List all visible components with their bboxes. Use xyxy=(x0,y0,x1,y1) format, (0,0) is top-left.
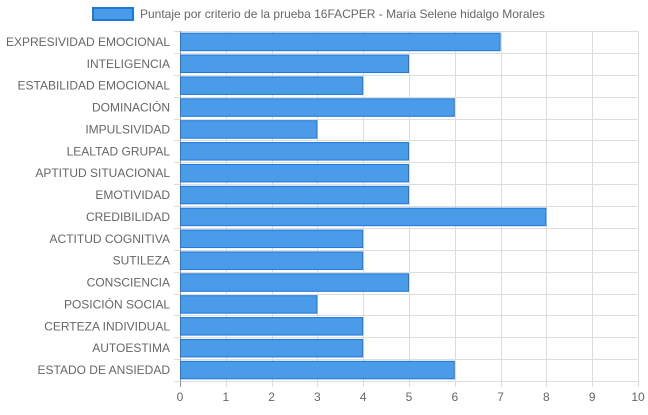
legend[interactable]: Puntaje por criterio de la prueba 16FACP… xyxy=(92,7,545,21)
x-tick-label: 8 xyxy=(543,390,550,404)
bar[interactable] xyxy=(180,54,409,74)
x-tick-label: 10 xyxy=(631,390,645,404)
bar[interactable] xyxy=(180,98,455,117)
x-tick-label: 9 xyxy=(589,390,596,404)
x-tick-label: 3 xyxy=(314,390,321,404)
x-tick-label: 6 xyxy=(451,390,458,404)
category-label: EMOTIVIDAD xyxy=(95,188,170,202)
category-label: IMPULSIVIDAD xyxy=(85,122,170,136)
category-label: CONSCIENCIA xyxy=(87,276,170,290)
bar[interactable] xyxy=(180,142,409,161)
bar[interactable] xyxy=(180,295,318,314)
category-label: INTELIGENCIA xyxy=(87,57,170,71)
bar[interactable] xyxy=(180,273,409,292)
category-label: SUTILEZA xyxy=(113,254,170,268)
category-label: POSICIÓN SOCIAL xyxy=(64,296,170,311)
bar[interactable] xyxy=(180,360,455,380)
bar[interactable] xyxy=(180,76,364,95)
category-label: CERTEZA INDIVIDUAL xyxy=(44,319,170,333)
category-label: APTITUD SITUACIONAL xyxy=(35,166,170,180)
category-label: EXPRESIVIDAD EMOCIONAL xyxy=(6,35,170,49)
bar[interactable] xyxy=(180,251,364,270)
category-label: ACTITUD COGNITIVA xyxy=(50,232,170,246)
category-labels: EXPRESIVIDAD EMOCIONAL INTELIGENCIA ESTABI… xyxy=(6,35,170,377)
bar[interactable] xyxy=(180,120,318,139)
category-label: DOMINACIÓN xyxy=(92,100,170,115)
category-label: CREDIBILIDAD xyxy=(86,210,170,224)
x-tick-label: 4 xyxy=(360,390,367,404)
x-tick-label: 0 xyxy=(177,390,184,404)
x-axis-tick-labels: 0 1 2 3 4 5 6 7 8 9 10 xyxy=(177,390,645,404)
bar[interactable] xyxy=(180,185,409,205)
bars xyxy=(180,32,547,380)
x-tick-label: 2 xyxy=(268,390,275,404)
x-tick-label: 5 xyxy=(406,390,413,404)
bar[interactable] xyxy=(180,32,501,52)
legend-label[interactable]: Puntaje por criterio de la prueba 16FACP… xyxy=(140,7,545,21)
category-label: ESTADO DE ANSIEDAD xyxy=(38,363,171,377)
x-tick-label: 7 xyxy=(497,390,504,404)
category-label: AUTOESTIMA xyxy=(92,341,170,355)
bar[interactable] xyxy=(180,163,409,183)
legend-swatch[interactable] xyxy=(92,7,134,21)
bar[interactable] xyxy=(180,317,364,336)
bar[interactable] xyxy=(180,229,364,249)
x-tick-label: 1 xyxy=(222,390,229,404)
category-label: LEALTAD GRUPAL xyxy=(67,144,171,158)
category-label: ESTABILIDAD EMOCIONAL xyxy=(18,79,171,93)
bar[interactable] xyxy=(180,207,547,227)
bar[interactable] xyxy=(180,338,364,358)
